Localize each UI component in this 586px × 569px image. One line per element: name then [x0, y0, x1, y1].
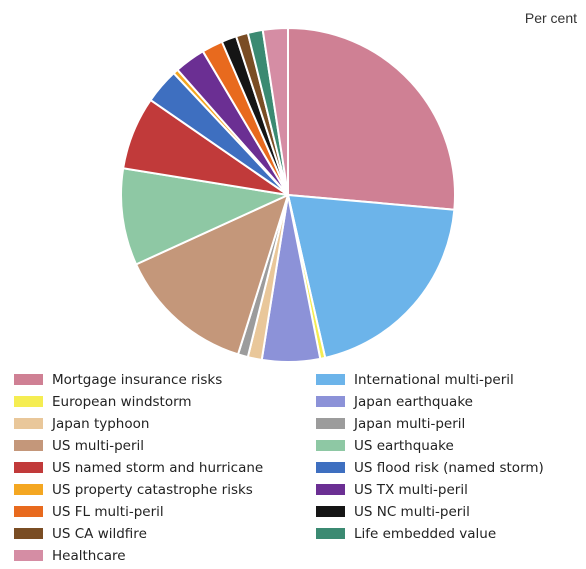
pie-slices: [120, 27, 456, 363]
pie-slice-mortgage-insurance-risks: [287, 27, 456, 211]
legend-item: Japan multi-peril: [316, 414, 579, 433]
legend-item: US named storm and hurricane: [14, 458, 316, 477]
legend-label: International multi-peril: [354, 371, 514, 388]
legend-item: US multi-peril: [14, 436, 316, 455]
legend-label: Japan earthquake: [354, 393, 473, 410]
legend-label: US TX multi-peril: [354, 481, 468, 498]
legend-swatch: [316, 440, 345, 451]
legend-swatch: [14, 440, 43, 451]
legend-item: US FL multi-peril: [14, 502, 316, 521]
legend-item: Life embedded value: [316, 524, 579, 543]
legend-label: Japan multi-peril: [354, 415, 466, 432]
pie-slice-us-earthquake: [120, 167, 289, 266]
legend-item: US property catastrophe risks: [14, 480, 316, 499]
legend-swatch: [316, 528, 345, 539]
legend-swatch: [316, 396, 345, 407]
legend-swatch: [14, 418, 43, 429]
legend-item: US flood risk (named storm): [316, 458, 579, 477]
legend-swatch: [14, 506, 43, 517]
pie-slice-international-multi-peril: [287, 194, 456, 359]
legend-swatch: [316, 462, 345, 473]
legend-label: European windstorm: [52, 393, 192, 410]
legend-label: Healthcare: [52, 547, 126, 564]
pie-chart: [120, 27, 456, 363]
legend-swatch: [316, 418, 345, 429]
pie-slice-healthcare: [261, 27, 289, 196]
legend-label: US property catastrophe risks: [52, 481, 253, 498]
legend-item: US earthquake: [316, 436, 579, 455]
legend-item: Japan typhoon: [14, 414, 316, 433]
legend-item: US NC multi-peril: [316, 502, 579, 521]
legend-swatch: [316, 506, 345, 517]
legend-swatch: [14, 462, 43, 473]
legend-swatch: [14, 528, 43, 539]
legend-swatch: [316, 484, 345, 495]
legend-label: US multi-peril: [52, 437, 145, 454]
legend-swatch: [316, 374, 345, 385]
legend-swatch: [14, 396, 43, 407]
legend-item: Japan earthquake: [316, 392, 579, 411]
legend-label: US FL multi-peril: [52, 503, 164, 520]
legend-item: US CA wildfire: [14, 524, 316, 543]
legend-item: European windstorm: [14, 392, 316, 411]
legend-label: Japan typhoon: [52, 415, 150, 432]
legend-item: Mortgage insurance risks: [14, 370, 316, 389]
legend-swatch: [14, 484, 43, 495]
legend-label: Mortgage insurance risks: [52, 371, 223, 388]
legend-label: US NC multi-peril: [354, 503, 470, 520]
legend-swatch: [14, 374, 43, 385]
legend-item: Healthcare: [14, 546, 316, 565]
legend-item: International multi-peril: [316, 370, 579, 389]
legend-label: US CA wildfire: [52, 525, 147, 542]
pie-slice-us-multi-peril: [135, 194, 289, 356]
unit-note: Per cent: [524, 10, 577, 26]
legend-item: US TX multi-peril: [316, 480, 579, 499]
legend-swatch: [14, 550, 43, 561]
legend-label: US named storm and hurricane: [52, 459, 264, 476]
legend-label: Life embedded value: [354, 525, 497, 542]
legend: Mortgage insurance risks International mu…: [14, 370, 579, 565]
legend-label: US earthquake: [354, 437, 454, 454]
legend-label: US flood risk (named storm): [354, 459, 544, 476]
